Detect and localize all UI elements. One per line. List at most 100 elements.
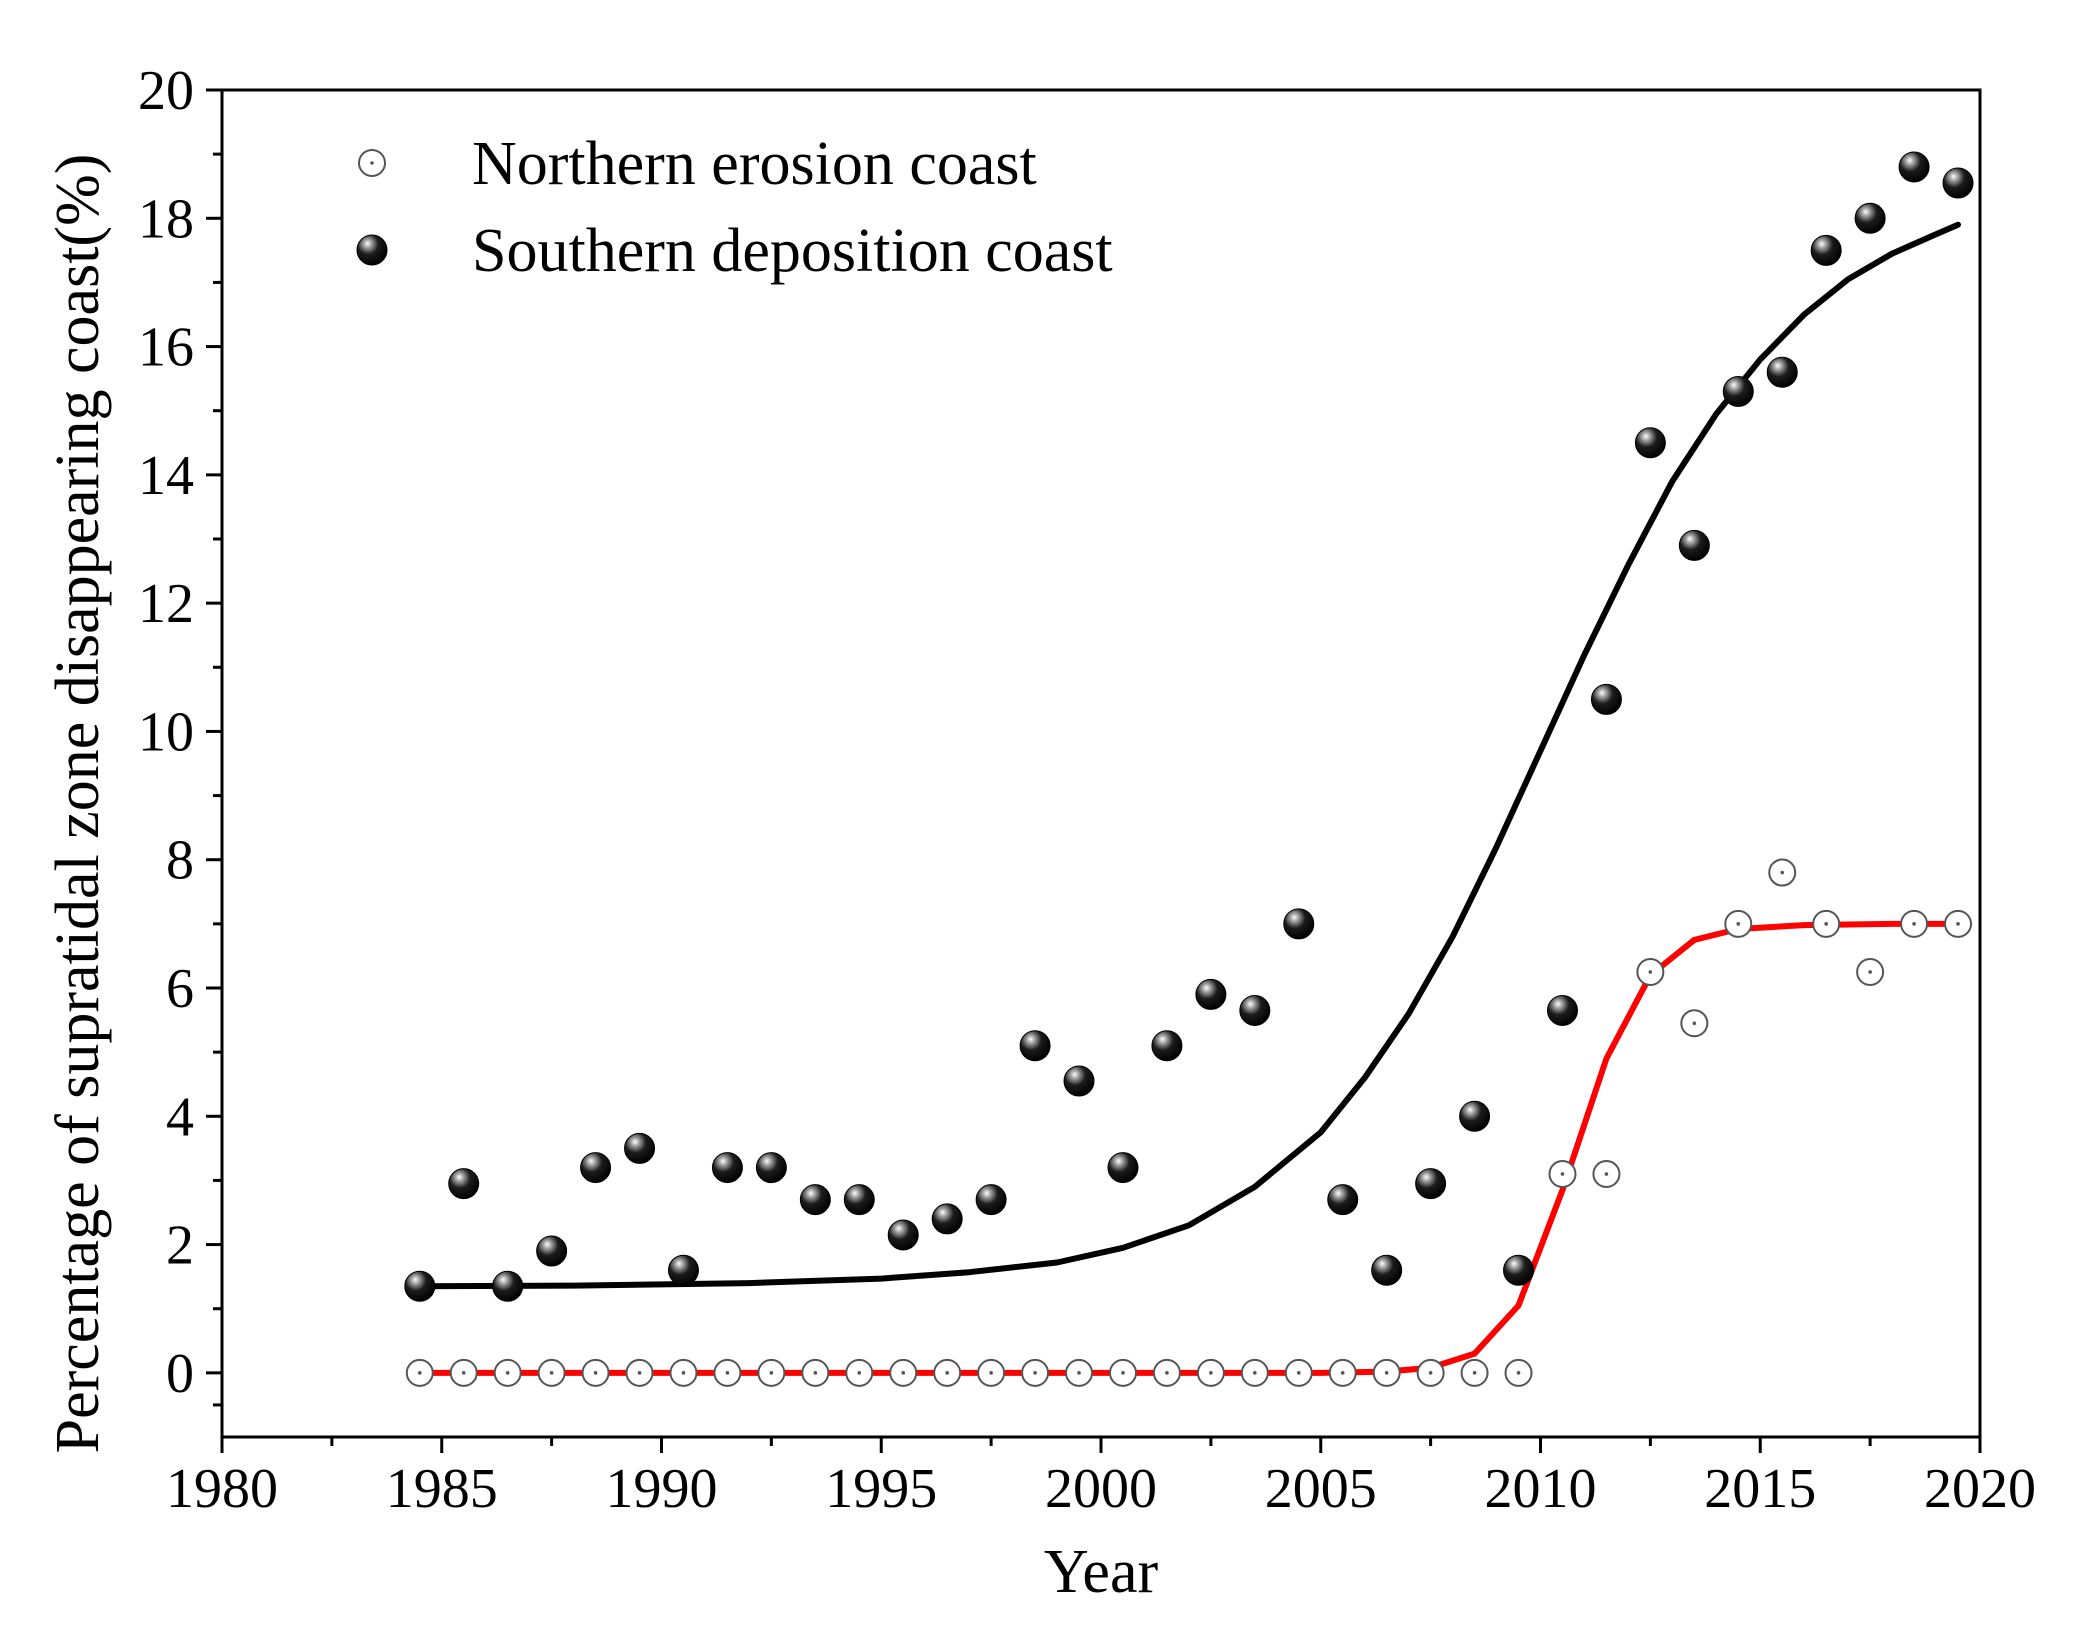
point-northern-dot [1604, 1172, 1609, 1176]
point-northern-dot [417, 1371, 422, 1375]
point-northern-dot [1956, 922, 1960, 926]
point-northern-dot [1472, 1371, 1477, 1375]
point-northern-dot [1077, 1371, 1081, 1375]
plot-frame [220, 88, 1982, 1439]
point-southern [1503, 1254, 1535, 1286]
point-northern-dot [901, 1371, 906, 1375]
legend-marker-southern [356, 234, 388, 266]
legend-label-northern: Northern erosion coast [472, 130, 1037, 198]
point-southern [799, 1184, 831, 1216]
point-southern [1151, 1030, 1183, 1062]
point-southern [1107, 1152, 1139, 1184]
point-southern [1942, 167, 1974, 199]
point-northern-dot [1033, 1371, 1037, 1375]
point-northern-dot [681, 1371, 686, 1375]
y-tick-label: 0 [166, 1343, 194, 1405]
point-northern-dot [769, 1371, 774, 1375]
point-southern [1590, 683, 1622, 715]
point-northern-dot [1253, 1371, 1257, 1375]
point-southern [492, 1270, 524, 1302]
point-southern [1546, 994, 1578, 1026]
y-tick-label: 16 [138, 317, 194, 379]
point-southern [1459, 1100, 1491, 1132]
point-southern [1371, 1254, 1403, 1286]
x-axis-title: Year [1044, 1538, 1159, 1606]
point-southern [536, 1235, 568, 1267]
point-southern [975, 1184, 1007, 1216]
point-northern-dot [1516, 1371, 1521, 1375]
point-northern-dot [813, 1371, 818, 1375]
point-southern [755, 1152, 787, 1184]
x-tick-label: 2000 [1045, 1458, 1157, 1520]
x-tick-label: 1980 [166, 1458, 278, 1520]
point-southern [1766, 356, 1798, 388]
point-southern [667, 1254, 699, 1286]
point-northern-dot [1868, 970, 1872, 974]
point-southern [1063, 1065, 1095, 1097]
legend-label-southern: Southern deposition coast [472, 217, 1113, 285]
x-tick-label: 2020 [1924, 1458, 2036, 1520]
point-northern-dot [1560, 1172, 1565, 1176]
point-northern-dot [989, 1371, 993, 1375]
point-northern-dot [593, 1371, 598, 1375]
point-southern [580, 1152, 612, 1184]
y-tick-label: 2 [166, 1215, 194, 1277]
legend: Northern erosion coast Southern depositi… [356, 130, 1113, 285]
point-southern [1854, 202, 1886, 234]
point-northern-dot [549, 1371, 554, 1375]
point-northern-dot [1692, 1021, 1697, 1026]
y-tick-label: 14 [138, 445, 194, 507]
point-southern [448, 1168, 480, 1200]
point-northern-dot [1209, 1371, 1213, 1375]
point-southern [1283, 908, 1315, 940]
point-southern [1722, 375, 1754, 407]
point-northern-dot [1121, 1371, 1125, 1375]
x-tick-label: 2005 [1265, 1458, 1377, 1520]
point-northern-dot [1736, 922, 1741, 926]
point-northern-dot [945, 1371, 949, 1375]
point-southern [1810, 234, 1842, 266]
y-tick-label: 10 [138, 701, 194, 763]
point-southern [1195, 978, 1227, 1010]
legend-marker-northern-dot [370, 161, 374, 165]
y-tick-label: 8 [166, 830, 194, 892]
point-southern [1019, 1030, 1051, 1062]
y-tick-label: 20 [138, 60, 194, 122]
x-tick-label: 1990 [606, 1458, 718, 1520]
point-southern [624, 1132, 656, 1164]
point-southern [843, 1184, 875, 1216]
y-tick-label: 12 [138, 573, 194, 635]
x-tick-label: 2015 [1704, 1458, 1816, 1520]
point-northern-dot [725, 1371, 730, 1375]
point-northern-dot [1340, 1371, 1345, 1375]
plot-area [220, 88, 1982, 1439]
x-tick-label: 1985 [386, 1458, 498, 1520]
point-northern-dot [461, 1371, 466, 1375]
point-northern-dot [1428, 1371, 1433, 1375]
axes: 1980 1985 1990 1995 2000 2005 2010 2015 20200246… [138, 60, 2036, 1520]
point-southern [931, 1203, 963, 1235]
x-tick-label: 1995 [825, 1458, 937, 1520]
y-tick-label: 6 [166, 958, 194, 1020]
point-northern-dot [637, 1371, 642, 1375]
data-points [404, 151, 1974, 1387]
point-southern [404, 1270, 436, 1302]
point-northern-dot [1165, 1371, 1169, 1375]
point-southern [1239, 994, 1271, 1026]
point-southern [1634, 427, 1666, 459]
point-northern-dot [1384, 1371, 1389, 1375]
fit-curve-southern [416, 221, 1961, 1290]
point-southern [1898, 151, 1930, 183]
point-northern-dot [1648, 970, 1653, 974]
point-northern-dot [1912, 922, 1916, 926]
point-southern [1327, 1184, 1359, 1216]
y-tick-label: 4 [166, 1086, 194, 1148]
point-northern-dot [857, 1371, 862, 1375]
point-southern [711, 1152, 743, 1184]
y-axis-title: Percentage of supratidal zone disappeari… [44, 154, 112, 1454]
point-southern [1678, 529, 1710, 561]
point-northern-dot [1780, 870, 1785, 875]
point-southern [887, 1219, 919, 1251]
x-tick-label: 2010 [1485, 1458, 1597, 1520]
